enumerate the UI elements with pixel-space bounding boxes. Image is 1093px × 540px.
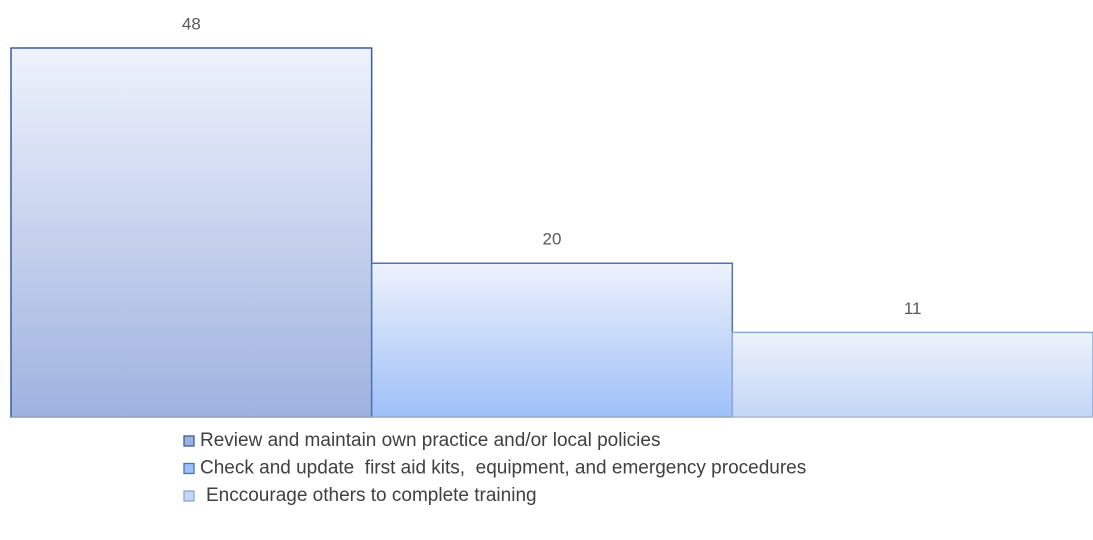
legend-label: Enccourage others to complete training [206, 485, 537, 506]
legend-marker [183, 462, 195, 475]
legend-marker [183, 490, 195, 502]
legend-marker [183, 435, 195, 447]
bar [731, 331, 1093, 418]
data-label: 48 [182, 14, 201, 33]
bar [370, 262, 734, 418]
bar [10, 47, 373, 418]
data-label: 20 [543, 230, 562, 249]
legend-label: Review and maintain own practice and/or … [200, 430, 660, 451]
legend-label: Check and update first aid kits, equipme… [200, 458, 806, 479]
data-label: 11 [904, 299, 922, 318]
